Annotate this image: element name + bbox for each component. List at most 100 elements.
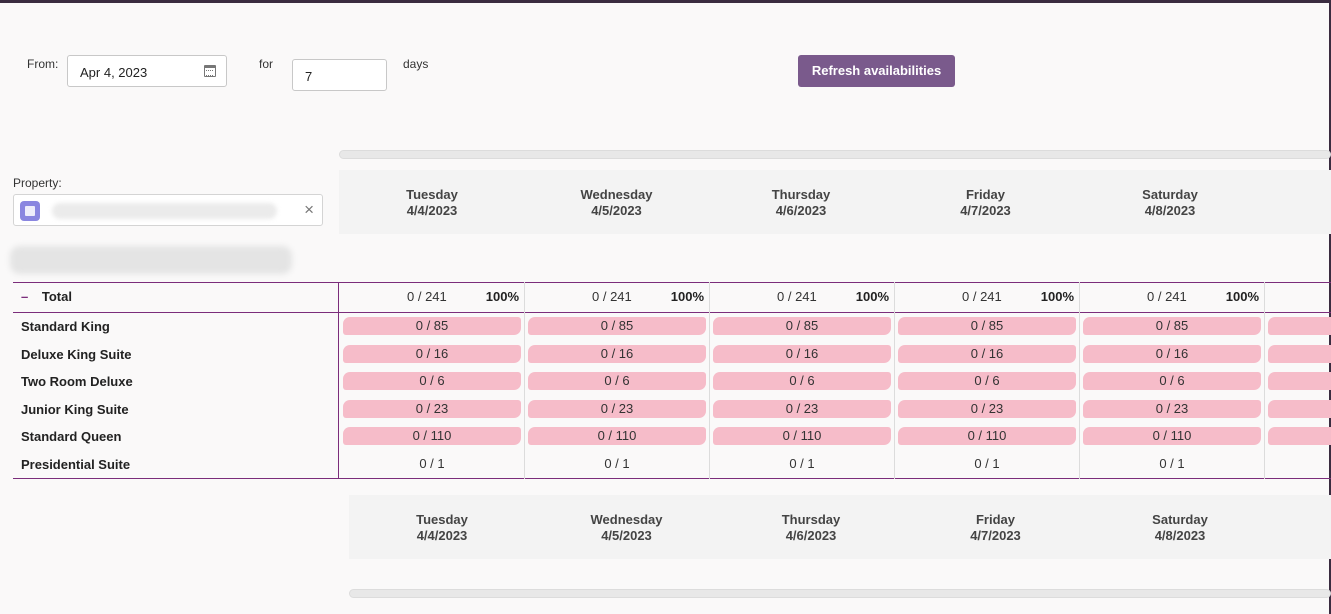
column-divider xyxy=(894,282,895,479)
property-select[interactable]: × xyxy=(13,194,323,226)
day-column-header: Thursday 4/6/2023 xyxy=(709,187,893,219)
property-label: Property: xyxy=(13,176,62,190)
total-label-text: Total xyxy=(41,289,72,304)
total-availability: 0 / 241 xyxy=(592,289,632,304)
availability-cell[interactable]: 0 / 6 xyxy=(343,372,521,390)
column-divider xyxy=(709,282,710,479)
room-type-label: Standard Queen xyxy=(21,429,122,444)
availability-cell-partial[interactable] xyxy=(1268,345,1331,363)
availability-cell[interactable]: 0 / 6 xyxy=(898,372,1076,390)
availability-cell[interactable]: 0 / 1 xyxy=(604,456,630,471)
total-availability: 0 / 241 xyxy=(1147,289,1187,304)
availability-cell[interactable]: 0 / 23 xyxy=(713,400,891,418)
availability-cell[interactable]: 0 / 85 xyxy=(898,317,1076,335)
bottom-horizontal-scrollbar[interactable] xyxy=(349,589,1331,598)
room-type-label: Junior King Suite xyxy=(21,402,129,417)
day-column-header: Tuesday 4/4/2023 xyxy=(340,187,524,219)
availability-cell[interactable]: 0 / 110 xyxy=(528,427,706,445)
days-count-input[interactable]: 7 xyxy=(292,59,387,91)
day-name: Saturday xyxy=(1142,187,1198,202)
availability-cell[interactable]: 0 / 110 xyxy=(898,427,1076,445)
room-type-label: Presidential Suite xyxy=(21,457,131,472)
availability-cell[interactable]: 0 / 85 xyxy=(1083,317,1261,335)
day-column-header: Tuesday 4/4/2023 xyxy=(350,512,534,544)
property-title-redacted xyxy=(10,246,292,274)
from-date-input[interactable]: Apr 4, 2023 xyxy=(67,55,227,87)
property-name-redacted xyxy=(52,203,277,219)
day-name: Thursday xyxy=(781,512,841,527)
day-name: Tuesday xyxy=(406,187,458,202)
availability-cell[interactable]: 0 / 1 xyxy=(419,456,445,471)
day-date: 4/8/2023 xyxy=(1154,528,1206,543)
availability-cell-partial[interactable] xyxy=(1268,427,1331,445)
availability-cell-partial[interactable] xyxy=(1268,400,1331,418)
refresh-availabilities-button[interactable]: Refresh availabilities xyxy=(798,55,955,87)
availability-cell[interactable]: 0 / 110 xyxy=(1083,427,1261,445)
availability-cell[interactable]: 0 / 1 xyxy=(1159,456,1185,471)
table-top-border xyxy=(13,282,1331,283)
from-date-value: Apr 4, 2023 xyxy=(80,65,148,80)
availability-cell[interactable]: 0 / 6 xyxy=(528,372,706,390)
column-divider xyxy=(524,282,525,479)
availability-cell[interactable]: 0 / 6 xyxy=(1083,372,1261,390)
day-date: 4/5/2023 xyxy=(601,528,652,543)
availability-cell[interactable]: 0 / 23 xyxy=(1083,400,1261,418)
day-name: Thursday xyxy=(771,187,831,202)
from-label: From: xyxy=(27,57,59,71)
total-occupancy-pct: 100% xyxy=(855,289,889,304)
day-header-bottom: Tuesday 4/4/2023 Wednesday 4/5/2023 Thursday… xyxy=(349,495,1331,559)
availability-cell[interactable]: 0 / 23 xyxy=(528,400,706,418)
day-column-header: Wednesday 4/5/2023 xyxy=(525,187,709,219)
availability-cell-partial[interactable] xyxy=(1268,372,1331,390)
availability-cell[interactable]: 0 / 16 xyxy=(528,345,706,363)
availability-cell[interactable]: 0 / 85 xyxy=(528,317,706,335)
total-availability: 0 / 241 xyxy=(962,289,1002,304)
column-divider xyxy=(1264,282,1265,479)
days-label: days xyxy=(403,57,429,71)
availability-cell[interactable]: 0 / 23 xyxy=(898,400,1076,418)
total-occupancy-pct: 100% xyxy=(670,289,704,304)
day-name: Friday xyxy=(965,187,1005,202)
availability-cell[interactable]: 0 / 85 xyxy=(343,317,521,335)
availability-cell[interactable]: 0 / 16 xyxy=(1083,345,1261,363)
clear-icon[interactable]: × xyxy=(304,200,314,219)
day-date: 4 xyxy=(1263,187,1331,203)
table-bottom-border xyxy=(13,478,1331,479)
room-type-label: Deluxe King Suite xyxy=(21,347,132,362)
day-name: Tuesday xyxy=(416,512,468,527)
room-type-label: Standard King xyxy=(21,319,110,334)
day-column-header: Saturday 4/8/2023 xyxy=(1078,187,1262,219)
availability-cell[interactable]: 0 / 110 xyxy=(713,427,891,445)
total-row-label[interactable]: – Total xyxy=(21,289,72,304)
calendar-icon[interactable] xyxy=(204,65,216,77)
availability-cell[interactable]: 0 / 1 xyxy=(974,456,1000,471)
day-column-header: Friday 4/7/2023 xyxy=(894,187,1078,219)
property-building-icon xyxy=(20,201,40,221)
label-column-divider xyxy=(338,282,339,479)
total-occupancy-pct: 100% xyxy=(485,289,519,304)
availability-cell[interactable]: 0 / 85 xyxy=(713,317,891,335)
availability-cell[interactable]: 0 / 16 xyxy=(343,345,521,363)
day-name: Friday xyxy=(975,512,1015,527)
availability-cell[interactable]: 0 / 16 xyxy=(898,345,1076,363)
day-column-header: Wednesday 4/5/2023 xyxy=(535,512,719,544)
top-horizontal-scrollbar[interactable] xyxy=(339,150,1331,159)
availability-cell[interactable]: 0 / 1 xyxy=(789,456,815,471)
availability-cell-partial[interactable] xyxy=(1268,317,1331,335)
day-name: Saturday xyxy=(1152,512,1208,527)
total-availability: 0 / 241 xyxy=(407,289,447,304)
column-divider xyxy=(1079,282,1080,479)
day-name: Wednesday xyxy=(590,512,663,527)
availability-cell[interactable]: 0 / 16 xyxy=(713,345,891,363)
availability-cell[interactable]: 0 / 110 xyxy=(343,427,521,445)
availability-cell[interactable]: 0 / 23 xyxy=(343,400,521,418)
day-header-top: Tuesday 4/4/2023 Wednesday 4/5/2023 Thursday… xyxy=(339,170,1331,234)
collapse-icon[interactable]: – xyxy=(21,289,29,304)
days-count-value: 7 xyxy=(305,69,313,84)
day-date: 4 xyxy=(1273,512,1331,528)
day-column-header: Friday 4/7/2023 xyxy=(904,512,1088,544)
availability-cell[interactable]: 0 / 6 xyxy=(713,372,891,390)
day-column-header: 4 xyxy=(1273,512,1331,528)
day-column-header: 4 xyxy=(1263,187,1331,203)
total-availability: 0 / 241 xyxy=(777,289,817,304)
